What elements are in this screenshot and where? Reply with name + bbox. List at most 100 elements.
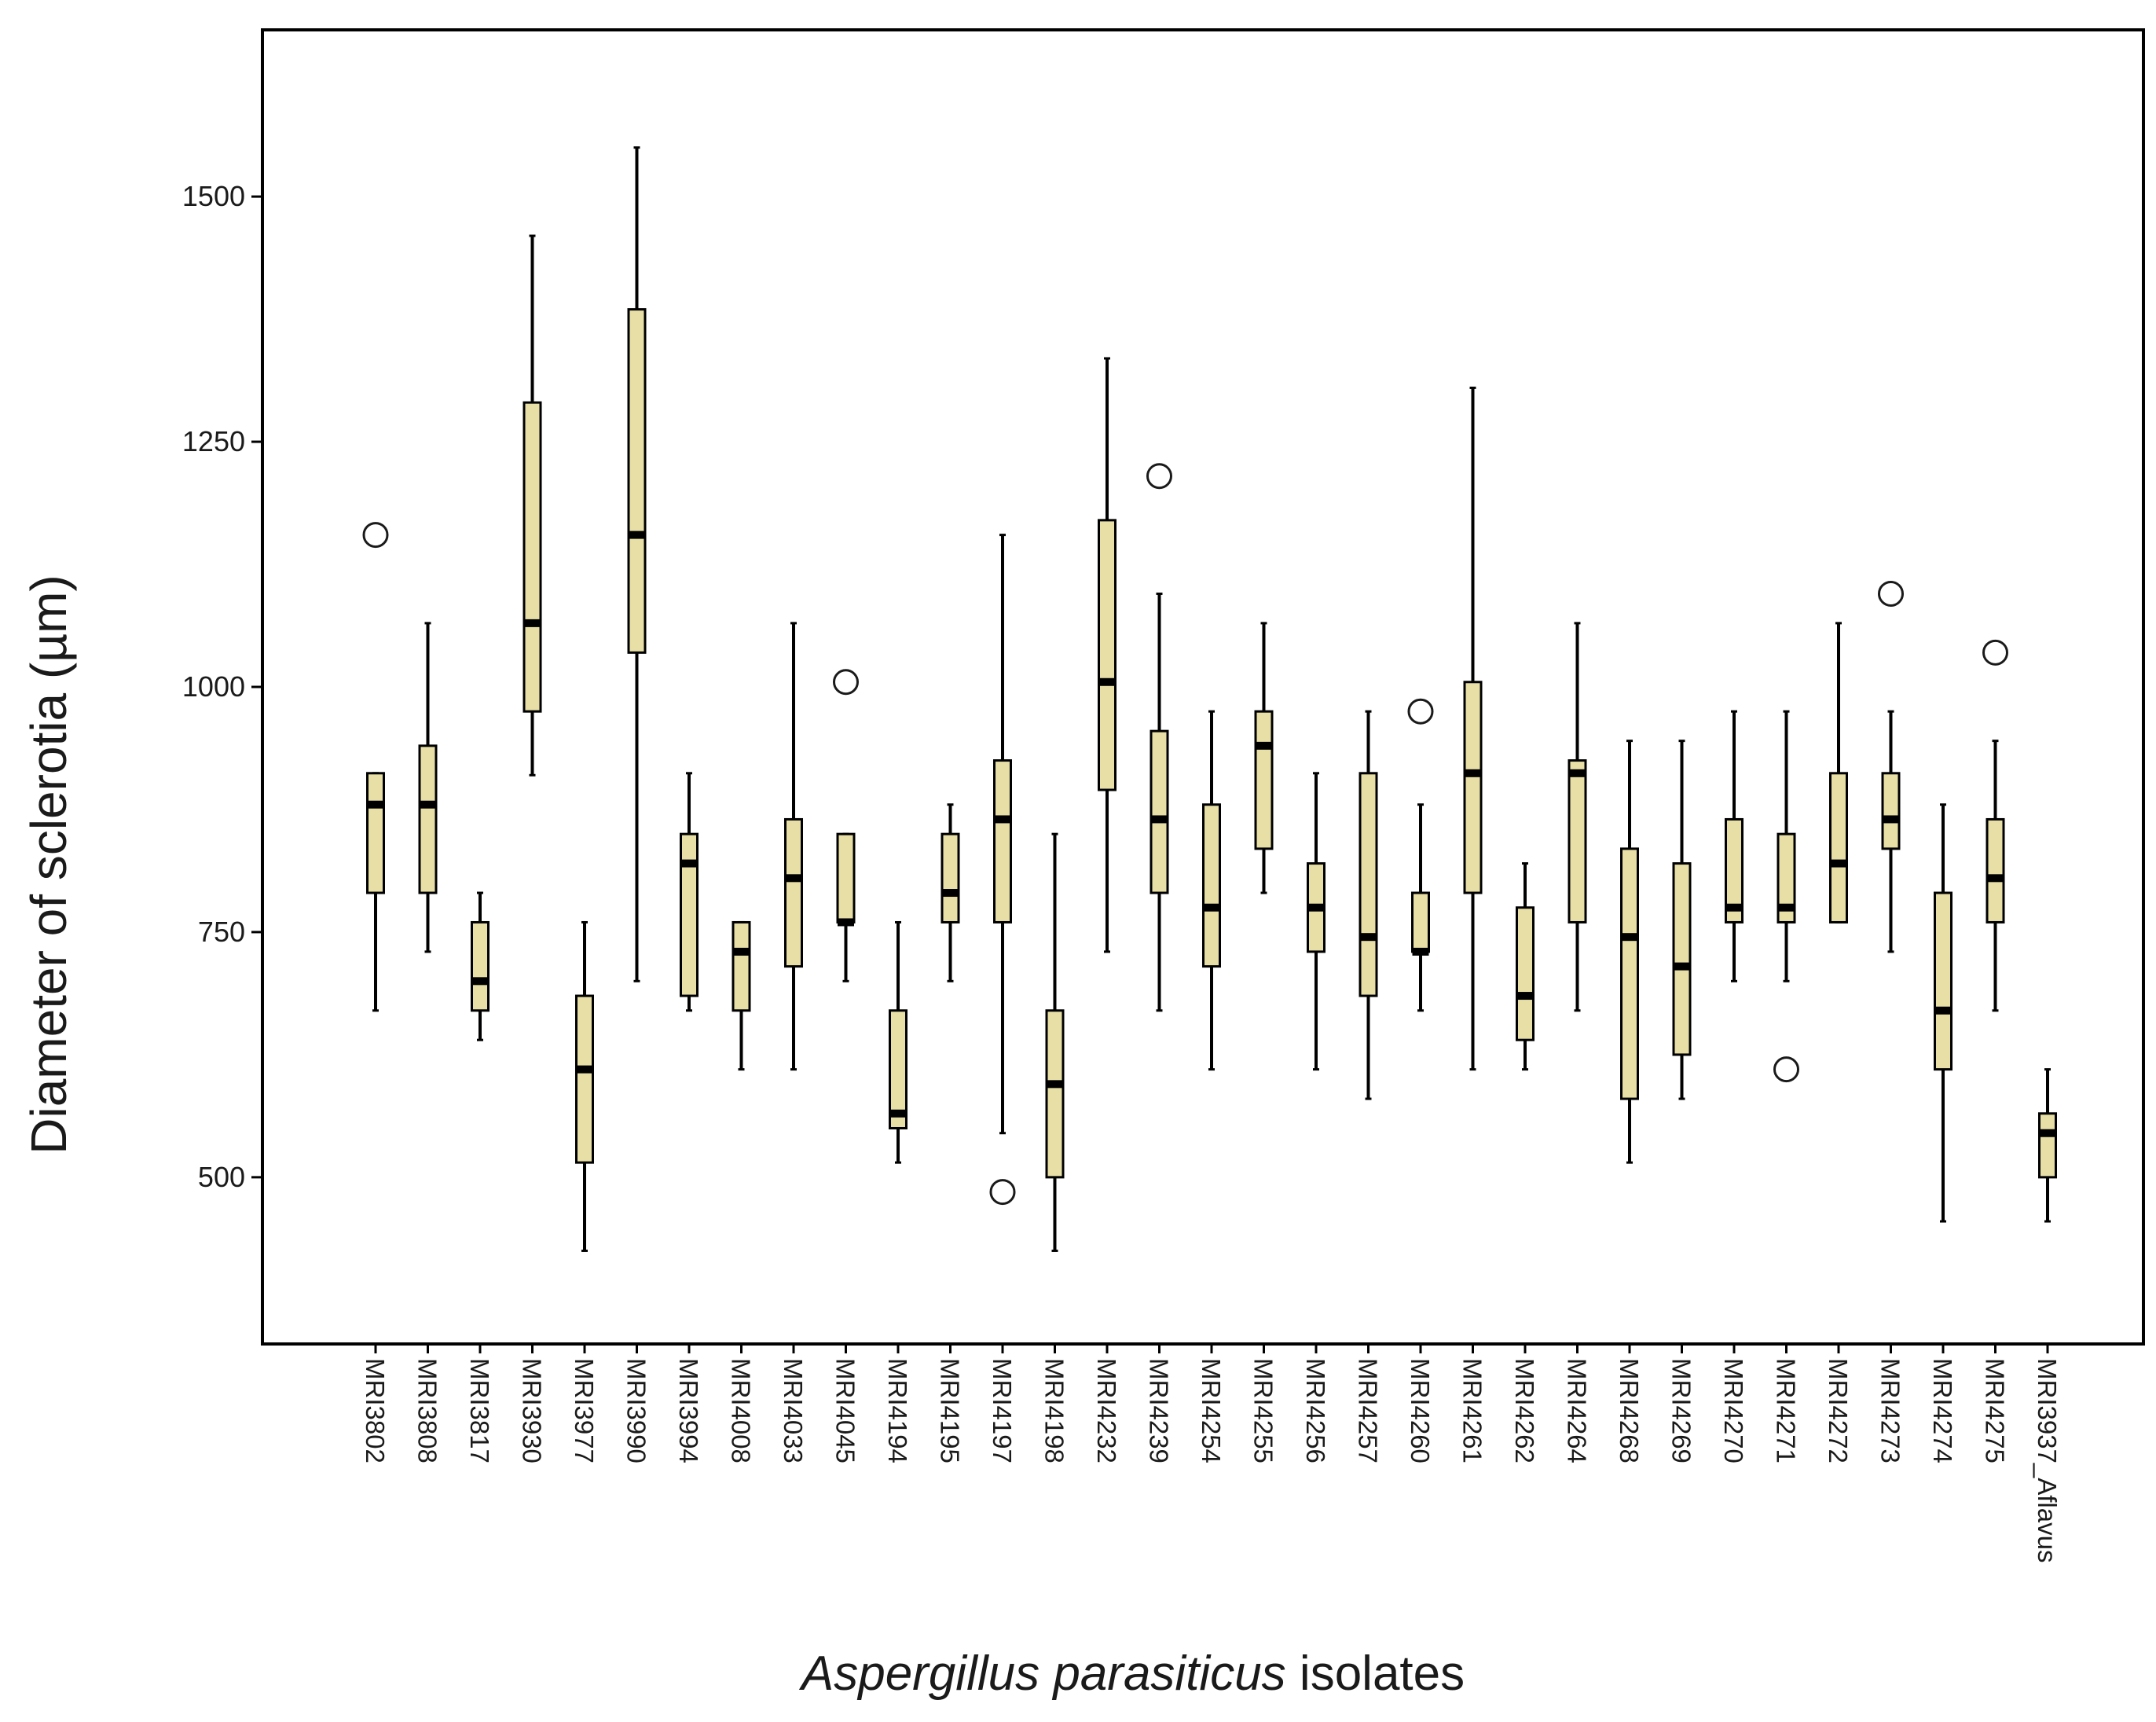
median-line [1516, 992, 1534, 1001]
iqr-box [1150, 729, 1169, 894]
x-category-label: MRI4045 [831, 1358, 860, 1463]
median-line [838, 918, 854, 927]
median-line [2039, 1129, 2056, 1137]
iqr-box [1934, 891, 1952, 1071]
y-tick-label: 1000 [182, 670, 245, 703]
median-line [785, 874, 802, 883]
iqr-box [940, 832, 960, 923]
x-category-label: MRI4260 [1406, 1358, 1435, 1463]
iqr-box [471, 920, 490, 1012]
box-group [732, 920, 751, 1071]
box-group [1829, 622, 1848, 923]
x-axis-title-space [1286, 1647, 1300, 1701]
iqr-box [1045, 1009, 1065, 1179]
iqr-box [1358, 772, 1378, 997]
box-group [1098, 357, 1116, 953]
iqr-box [575, 994, 594, 1164]
median-line [1465, 769, 1481, 777]
x-category-label: MRI4262 [1510, 1358, 1539, 1463]
x-category-label: MRI4195 [936, 1358, 965, 1463]
median-line [576, 1065, 593, 1074]
box-group [1146, 463, 1172, 1012]
box-group [889, 920, 908, 1164]
median-line [1934, 1006, 1952, 1015]
box-group [1516, 862, 1534, 1071]
box-group [989, 534, 1016, 1206]
box-group [833, 669, 859, 982]
median-line [1203, 903, 1220, 912]
median-line [1412, 947, 1429, 956]
box-group [2038, 1068, 2057, 1223]
box-group [1672, 740, 1692, 1100]
box-group [1202, 710, 1221, 1071]
iqr-box [1776, 832, 1796, 923]
box-group [575, 920, 594, 1252]
x-category-label: MRI4197 [988, 1358, 1017, 1463]
iqr-box [1620, 847, 1639, 1100]
median-line [1151, 815, 1168, 824]
box-group [1307, 772, 1326, 1071]
x-category-label: MRI4268 [1615, 1358, 1644, 1463]
y-tick-label: 500 [198, 1161, 245, 1193]
x-category-label: MRI4198 [1040, 1358, 1069, 1463]
iqr-box [1568, 759, 1587, 923]
box-group [1878, 580, 1904, 953]
median-line [942, 889, 959, 898]
y-axis: 500 750 1000 1250 1500 [182, 180, 262, 1193]
x-category-label: MRI4274 [1928, 1358, 1957, 1463]
box-group [1620, 740, 1639, 1164]
x-category-label: MRI4264 [1563, 1358, 1592, 1463]
box-group [1045, 832, 1065, 1252]
median-line [1307, 903, 1325, 912]
box-group [680, 772, 698, 1012]
median-line [1674, 962, 1690, 971]
x-category-label: MRI4254 [1197, 1358, 1226, 1463]
median-line [1098, 677, 1116, 686]
outlier-point [989, 1179, 1016, 1206]
median-line [629, 531, 645, 539]
median-line [1569, 769, 1586, 777]
box-group [1463, 386, 1483, 1071]
median-line [680, 859, 698, 868]
x-category-label: MRI4257 [1354, 1358, 1383, 1463]
x-category-label: MRI3990 [622, 1358, 651, 1463]
box-group [1254, 622, 1274, 894]
box-group [1407, 698, 1434, 1012]
x-category-label: MRI4270 [1719, 1358, 1748, 1463]
iqr-box [1829, 772, 1848, 923]
iqr-box [627, 308, 647, 654]
outlier-point [1146, 463, 1172, 490]
outlier-point [362, 522, 389, 549]
median-line [1778, 903, 1795, 912]
box-group [940, 803, 960, 982]
box-group [418, 622, 438, 953]
boxes [362, 146, 2057, 1252]
median-line [1883, 815, 1899, 824]
iqr-box [1254, 710, 1274, 850]
x-category-label: MRI4271 [1772, 1358, 1801, 1463]
box-group [1934, 803, 1952, 1223]
x-axis-title-rest: isolates [1300, 1647, 1465, 1701]
iqr-box [1098, 519, 1116, 791]
x-category-label: MRI4275 [1981, 1358, 2010, 1463]
plot-frame [261, 28, 2145, 1346]
y-tick-label: 1500 [182, 180, 245, 212]
box-group [1982, 639, 2008, 1012]
iqr-box [784, 817, 803, 968]
y-axis-title: Diameter of sclerotia (µm) [20, 575, 77, 1154]
x-category-label: MRI4256 [1301, 1358, 1330, 1463]
box-group [522, 234, 542, 777]
iqr-box [366, 772, 385, 894]
outlier-point [1773, 1056, 1799, 1083]
median-line [733, 947, 750, 956]
x-category-label: MRI3802 [361, 1358, 390, 1463]
y-tick-label: 1250 [182, 425, 245, 457]
iqr-box [993, 759, 1012, 923]
median-line [471, 977, 489, 986]
y-tick-label: 750 [198, 916, 245, 948]
x-category-label: MRI3808 [413, 1358, 442, 1463]
median-line [1725, 903, 1743, 912]
x-category-label: MRI3817 [465, 1358, 494, 1463]
median-line [1830, 859, 1847, 868]
